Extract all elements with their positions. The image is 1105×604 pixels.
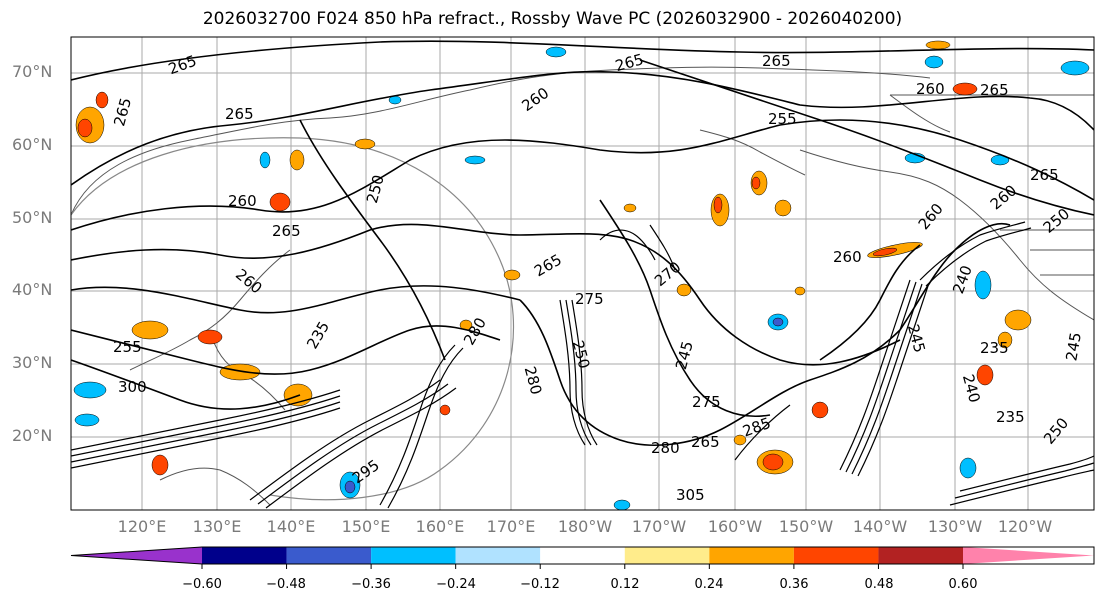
contour-label: 260: [916, 80, 945, 98]
lon-label: 180°W: [557, 517, 613, 536]
lon-label: 170°E: [486, 517, 536, 536]
lat-label: 50°N: [12, 208, 53, 227]
colorbar-swatch: [709, 547, 794, 564]
lon-label: 130°W: [927, 517, 983, 536]
colorbar-tick-label: −0.24: [436, 577, 476, 592]
contour-label: 265: [225, 105, 254, 123]
contour-label: 265: [1030, 166, 1059, 184]
lon-label: 160°E: [415, 517, 465, 536]
contour-label: 235: [996, 408, 1025, 426]
contour-label: 265: [980, 81, 1009, 99]
colorbar-tick-label: 0.48: [864, 577, 894, 592]
contour-label: 260: [833, 248, 862, 266]
colorbar-swatch: [540, 547, 625, 564]
contour-label: 265: [272, 222, 301, 240]
map-frame: [70, 36, 1095, 511]
lon-label: 150°E: [341, 517, 391, 536]
contour-label: 245: [1062, 331, 1085, 362]
contour-label: 265: [762, 52, 791, 70]
lat-label: 70°N: [12, 62, 53, 81]
colorbar-tick-label: −0.12: [520, 577, 560, 592]
lon-label: 170°W: [631, 517, 687, 536]
lat-label: 30°N: [12, 353, 53, 372]
colorbar-swatch: [963, 547, 1094, 564]
lon-label: 120°E: [117, 517, 167, 536]
lat-label: 20°N: [12, 426, 53, 445]
colorbar-tick-marks: [201, 564, 964, 569]
colorbar-swatch: [878, 547, 963, 564]
gridlines: [71, 37, 1094, 510]
map-background: [71, 37, 1094, 510]
colorbar-swatch: [286, 547, 372, 564]
dense-contour-bundles: [71, 221, 1094, 509]
map-title: 2026032700 F024 850 hPa refract., Rossby…: [202, 9, 903, 29]
colorbar-tick-label: −0.48: [266, 577, 306, 592]
contour-label: 255: [113, 338, 142, 356]
lon-label: 130°E: [192, 517, 242, 536]
lon-label: 150°W: [778, 517, 834, 536]
lat-label: 60°N: [12, 135, 53, 154]
rossby-wave-path: [71, 137, 515, 501]
colorbar-tick-label: −0.60: [182, 577, 222, 592]
colorbar-swatch: [624, 547, 710, 564]
refractivity-anomaly-patches: [73, 40, 1090, 510]
colorbar-tick-label: 0.36: [779, 577, 809, 592]
lon-label: 140°E: [266, 517, 316, 536]
colorbar-tick-label: −0.36: [351, 577, 391, 592]
refractivity-contours: [71, 40, 1094, 446]
colorbar-swatch: [793, 547, 879, 564]
colorbar-swatch: [202, 547, 287, 564]
lat-label: 40°N: [12, 280, 53, 299]
colorbar-swatch: [455, 547, 541, 564]
contour-label: 255: [768, 110, 797, 128]
colorbar-swatch: [371, 547, 456, 564]
colorbar-tick-label: 0.12: [610, 577, 640, 592]
contour-label: 300: [118, 378, 147, 396]
lon-label: 120°W: [997, 517, 1053, 536]
colorbar: [70, 546, 1095, 565]
colorbar-tick-label: 0.24: [694, 577, 724, 592]
contour-label: 275: [692, 393, 721, 411]
contour-label: 265: [691, 433, 720, 451]
contour-label: 280: [651, 439, 680, 457]
lon-label: 160°W: [707, 517, 763, 536]
lon-label: 140°W: [852, 517, 908, 536]
contour-label: 260: [228, 192, 257, 210]
colorbar-swatch: [71, 547, 202, 564]
contour-label: 275: [575, 290, 604, 308]
contour-label: 235: [980, 339, 1009, 357]
colorbar-tick-label: 0.60: [948, 577, 978, 592]
contour-label: 305: [676, 486, 705, 504]
